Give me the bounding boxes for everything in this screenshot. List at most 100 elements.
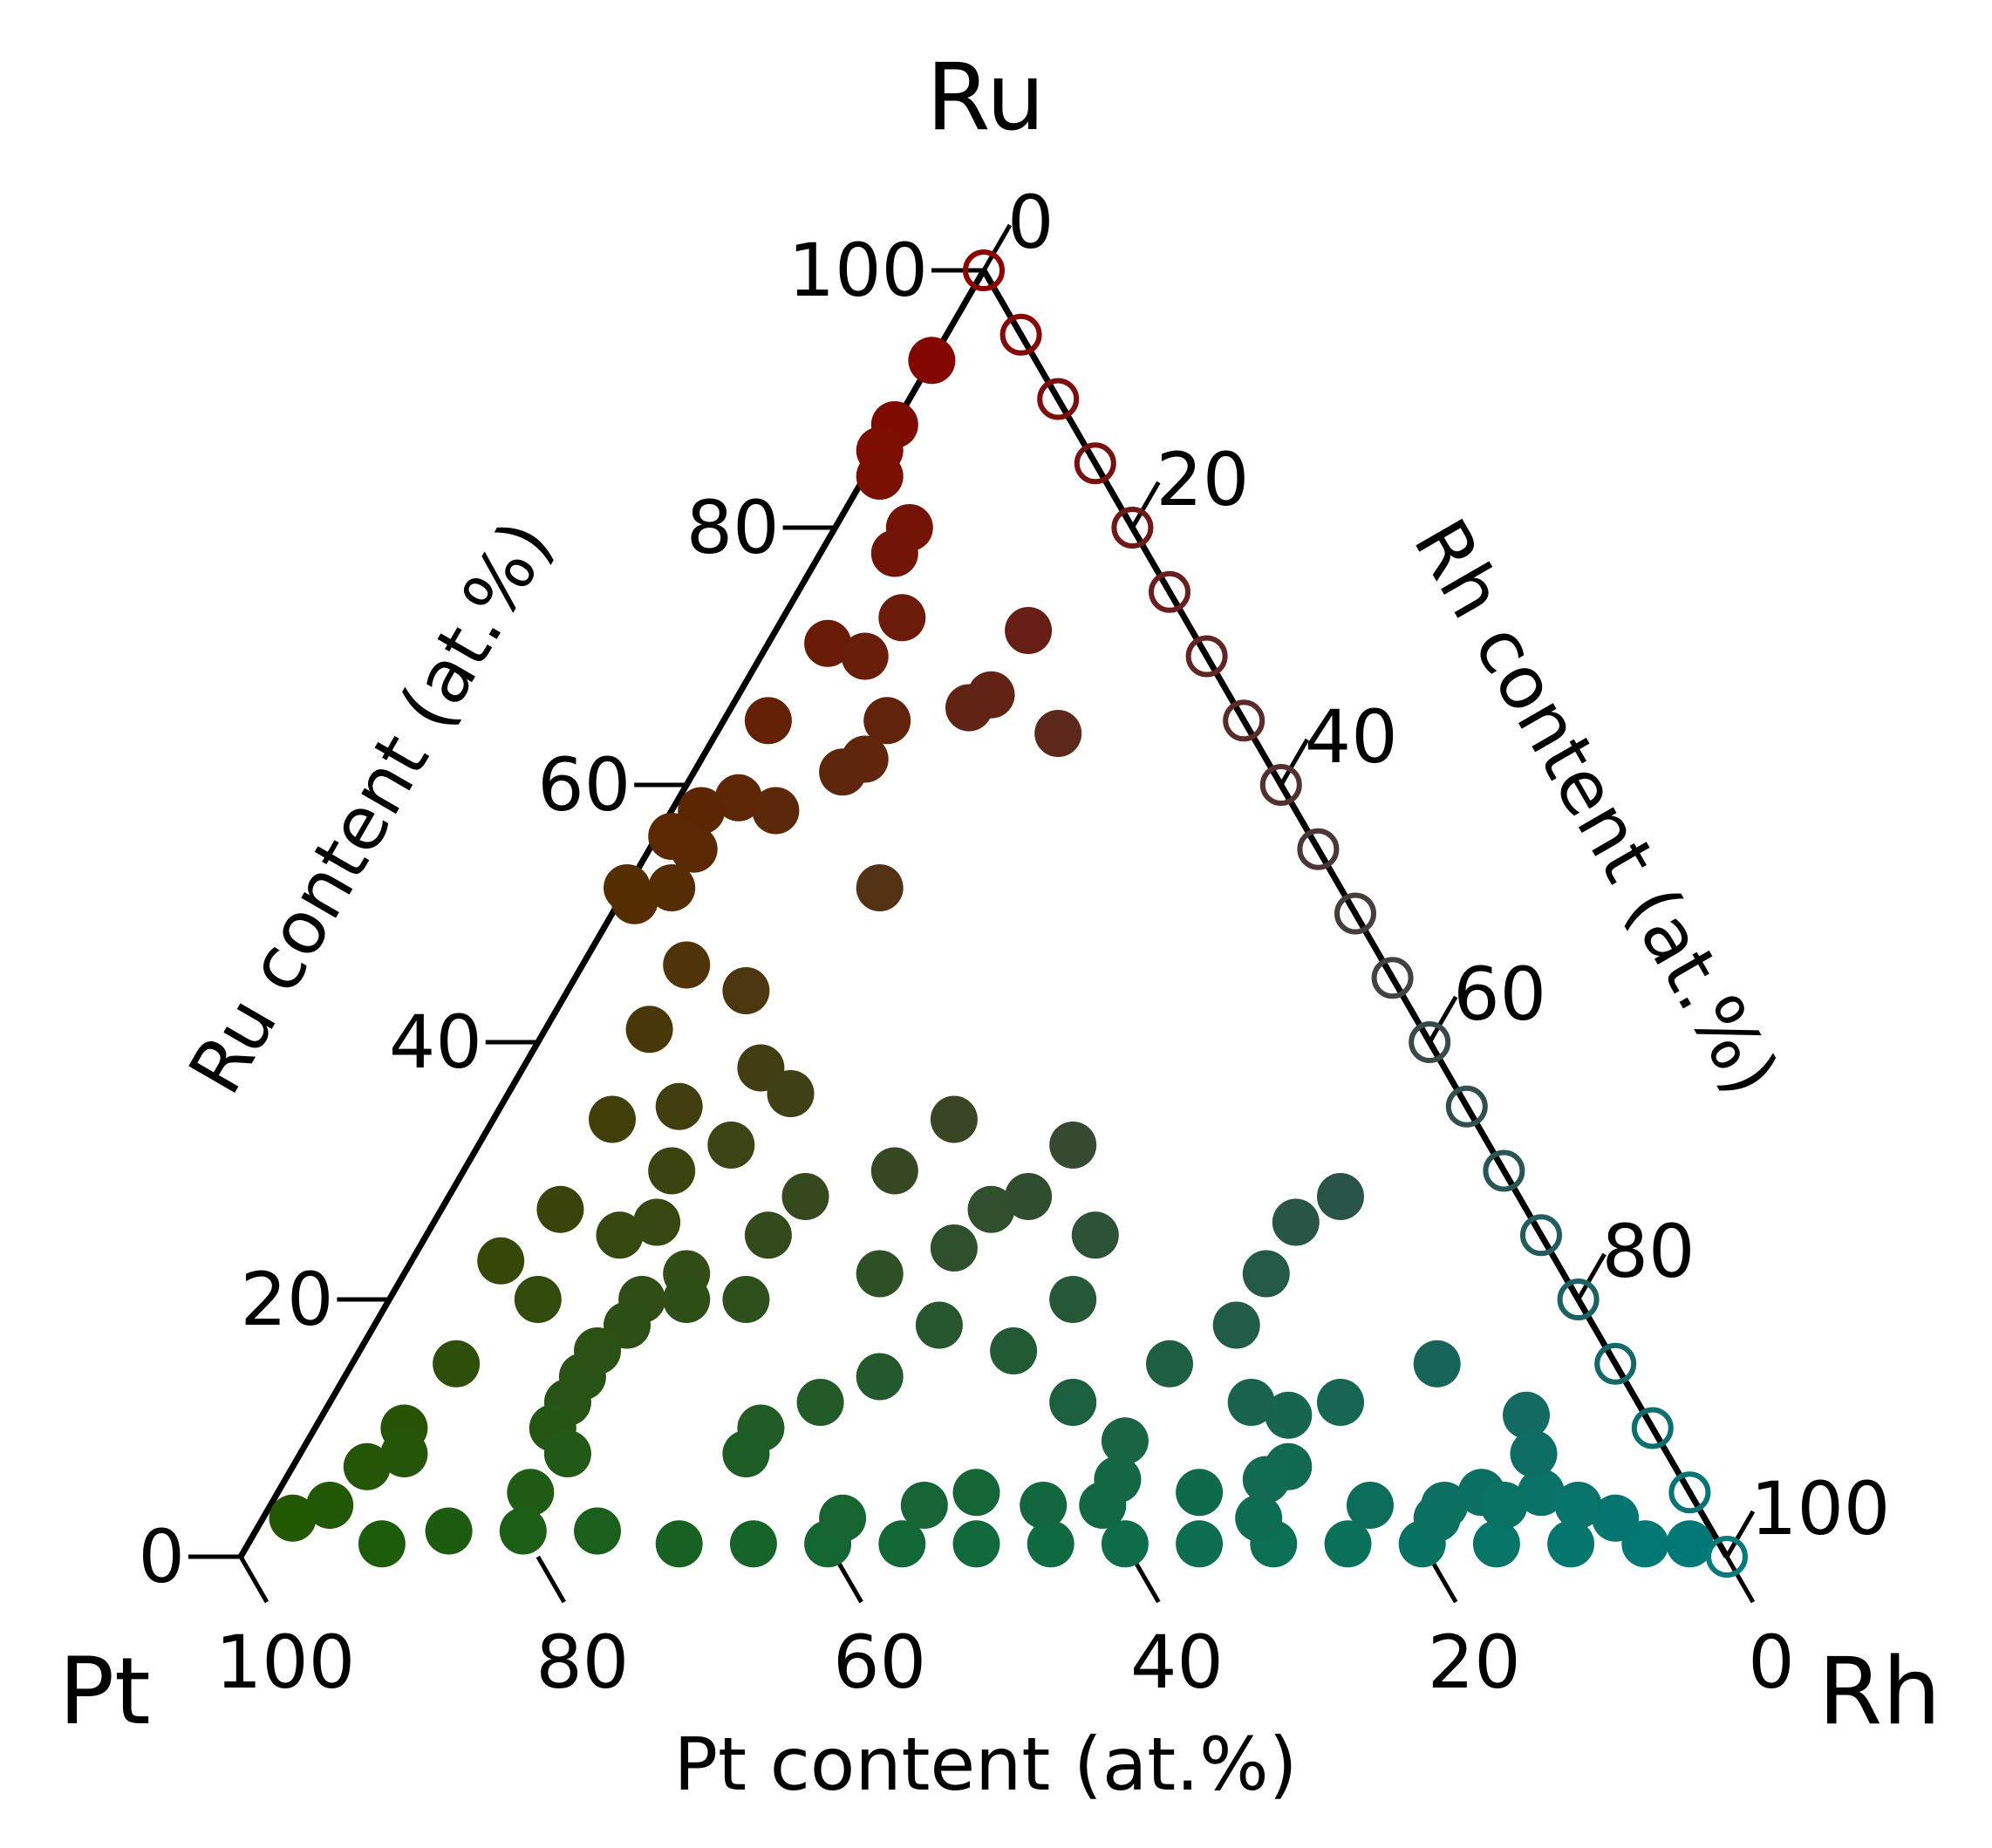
data-point bbox=[870, 1147, 918, 1195]
data-point bbox=[574, 1507, 621, 1555]
data-point bbox=[306, 1482, 354, 1529]
data-point bbox=[1212, 1301, 1260, 1349]
data-point bbox=[1324, 1520, 1372, 1568]
data-point bbox=[841, 632, 889, 680]
tick-label-ru: 100 bbox=[788, 228, 928, 313]
tick-mark-rh bbox=[1724, 1510, 1756, 1558]
tick-label-ru: 0 bbox=[139, 1514, 185, 1599]
data-points bbox=[269, 249, 1748, 1578]
data-point bbox=[1472, 1520, 1520, 1568]
data-point bbox=[744, 697, 792, 745]
data-point bbox=[269, 1494, 317, 1542]
data-point bbox=[648, 813, 696, 860]
tick-label-pt: 20 bbox=[1428, 1620, 1521, 1705]
data-point bbox=[1079, 1482, 1127, 1529]
data-point bbox=[1421, 1482, 1469, 1529]
tick-label-ru: 20 bbox=[241, 1257, 334, 1342]
data-point bbox=[1005, 607, 1053, 654]
data-point bbox=[1347, 1482, 1394, 1529]
data-point bbox=[1049, 1122, 1097, 1169]
data-point-open bbox=[1668, 1471, 1711, 1514]
data-point bbox=[574, 1327, 621, 1374]
data-point bbox=[1413, 1340, 1461, 1388]
tick-mark-rh bbox=[981, 223, 1013, 272]
data-point bbox=[1592, 1494, 1640, 1542]
data-point-open bbox=[999, 313, 1042, 356]
data-point-open bbox=[1557, 1279, 1600, 1320]
vertex-label-rh: Rh bbox=[1818, 1638, 1941, 1745]
tick-mark-pt bbox=[1724, 1555, 1756, 1604]
vertex-label-pt: Pt bbox=[58, 1638, 150, 1745]
data-point bbox=[930, 1224, 978, 1272]
data-point bbox=[1554, 1482, 1602, 1529]
data-point bbox=[900, 1482, 948, 1529]
tick-mark-rh bbox=[1130, 481, 1161, 529]
data-point bbox=[1101, 1417, 1149, 1465]
data-point bbox=[1146, 1340, 1193, 1388]
data-point bbox=[744, 1211, 792, 1259]
data-point bbox=[1027, 1520, 1074, 1568]
data-point bbox=[433, 1340, 481, 1388]
data-point bbox=[477, 1237, 525, 1285]
data-point bbox=[856, 1250, 904, 1298]
data-point-open bbox=[1149, 570, 1190, 613]
data-point bbox=[915, 1301, 963, 1349]
data-point bbox=[796, 1379, 844, 1426]
tick-label-rh: 20 bbox=[1156, 437, 1249, 522]
data-point bbox=[930, 1095, 978, 1143]
data-point bbox=[1317, 1173, 1364, 1220]
tick-label-rh: 40 bbox=[1305, 694, 1398, 780]
tick-mark-rh bbox=[1279, 738, 1309, 787]
tick-label-rh: 0 bbox=[1007, 180, 1054, 265]
data-point bbox=[1265, 1391, 1313, 1439]
axis-line-rh bbox=[980, 269, 1730, 1558]
data-point bbox=[596, 1211, 644, 1259]
data-point-open bbox=[1223, 699, 1265, 742]
data-point-open bbox=[963, 249, 1005, 291]
data-point bbox=[380, 1430, 428, 1477]
data-point bbox=[856, 864, 904, 911]
data-point bbox=[878, 1520, 926, 1568]
data-point bbox=[819, 748, 867, 796]
data-point bbox=[1020, 1482, 1068, 1529]
tick-label-pt: 0 bbox=[1748, 1620, 1794, 1705]
data-point-open bbox=[1483, 1149, 1525, 1192]
data-point bbox=[781, 1173, 829, 1220]
data-point bbox=[1101, 1520, 1149, 1568]
data-point bbox=[1227, 1379, 1275, 1426]
data-point bbox=[1176, 1469, 1224, 1517]
data-point bbox=[878, 594, 926, 642]
data-point bbox=[604, 864, 651, 911]
data-point bbox=[655, 1520, 703, 1568]
data-point bbox=[663, 1276, 711, 1323]
tick-mark-rh bbox=[1576, 1252, 1607, 1301]
data-point bbox=[1480, 1482, 1528, 1529]
data-point bbox=[1034, 710, 1082, 757]
data-point bbox=[908, 337, 956, 385]
data-point-open bbox=[1259, 764, 1302, 806]
tick-label-pt: 80 bbox=[536, 1620, 629, 1705]
data-point-open bbox=[1445, 1085, 1488, 1128]
data-point bbox=[663, 941, 711, 989]
data-point bbox=[714, 774, 762, 822]
data-point-open bbox=[1334, 892, 1376, 935]
data-point bbox=[536, 1185, 584, 1233]
data-point bbox=[589, 1095, 636, 1143]
data-point bbox=[1242, 1250, 1290, 1298]
tick-mark-pt bbox=[536, 1555, 566, 1604]
tick-label-pt: 40 bbox=[1130, 1620, 1224, 1705]
data-point bbox=[648, 864, 696, 911]
data-point bbox=[1049, 1276, 1097, 1323]
data-point bbox=[1317, 1379, 1364, 1426]
data-point bbox=[722, 1430, 770, 1477]
data-point-open bbox=[1185, 635, 1228, 678]
data-point-open bbox=[1037, 378, 1080, 420]
data-point bbox=[1049, 1379, 1097, 1426]
data-point-open bbox=[1371, 957, 1414, 999]
axis-title-ru: Ru content (at.%) bbox=[173, 507, 570, 1108]
tick-label-rh: 60 bbox=[1453, 951, 1546, 1037]
data-point-open bbox=[1706, 1536, 1748, 1578]
data-point bbox=[514, 1276, 562, 1323]
data-point bbox=[863, 697, 911, 745]
